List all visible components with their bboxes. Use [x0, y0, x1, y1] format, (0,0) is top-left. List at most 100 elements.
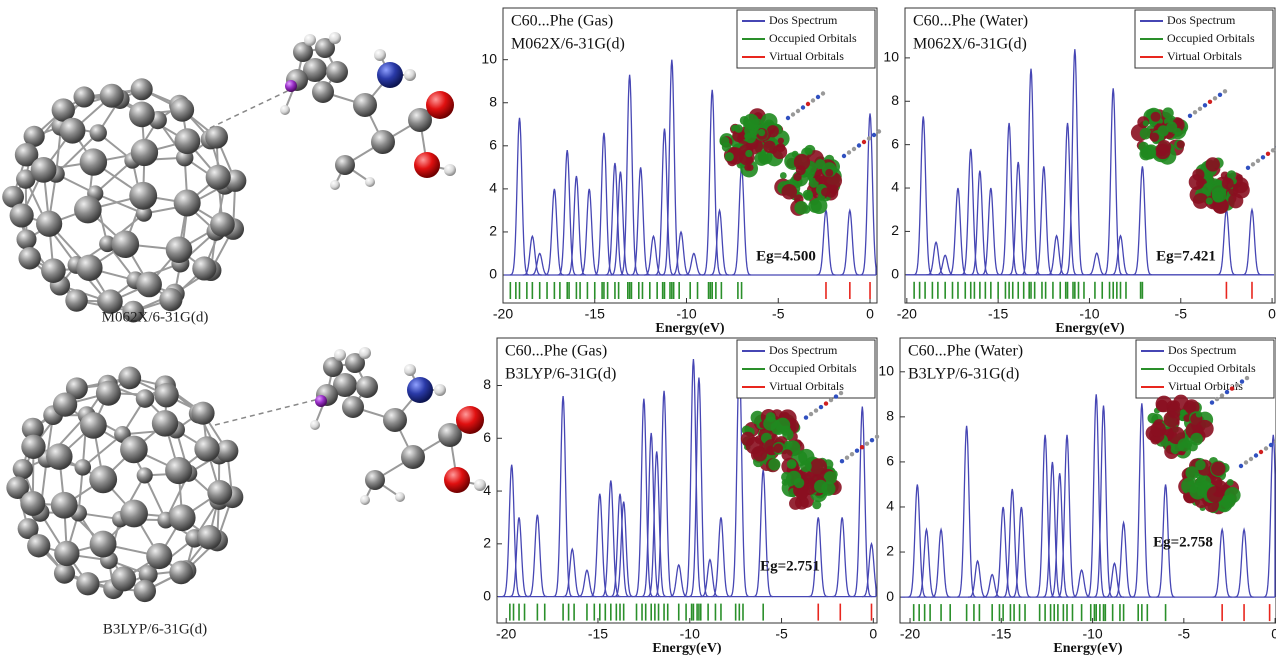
x-tick-label: -15	[588, 626, 608, 642]
orbital-lobe	[1207, 486, 1224, 503]
atom	[65, 289, 88, 312]
atom	[304, 34, 316, 46]
orbital-lobe	[1139, 148, 1151, 160]
atom	[1230, 386, 1234, 390]
y-tick-label: 8	[489, 93, 497, 109]
atom	[312, 81, 334, 103]
atom	[1245, 376, 1249, 380]
atom	[137, 467, 153, 483]
figure: M062X/6-31G(d) B3LYP/6-31G(d) -20-15-10-…	[0, 0, 1276, 658]
atom	[16, 229, 36, 249]
atom	[1266, 152, 1270, 156]
legend-label: Occupied Orbitals	[769, 31, 857, 45]
atom	[1240, 379, 1244, 383]
orbital-lobe	[1163, 411, 1179, 427]
atom	[51, 492, 78, 519]
atom	[13, 459, 33, 479]
chart-title: C60...Phe (Gas)	[511, 13, 613, 30]
orbital-lobe	[744, 164, 751, 171]
atom	[207, 480, 232, 505]
atom	[444, 164, 456, 176]
atom	[850, 452, 854, 456]
atom	[136, 272, 162, 298]
atom	[191, 402, 214, 425]
atom	[74, 196, 102, 224]
orbital-lobe	[1196, 411, 1202, 417]
y-tick-label: 6	[489, 137, 497, 153]
y-tick-label: 2	[489, 223, 497, 239]
orbital-lobe	[1178, 438, 1191, 451]
atom	[76, 255, 102, 281]
orbital-lobe	[811, 197, 828, 214]
orbital-lobe	[1157, 140, 1171, 154]
atom	[426, 91, 454, 119]
legend-label: Dos Spectrum	[769, 343, 838, 357]
atom	[404, 364, 416, 376]
atom	[360, 495, 370, 505]
y-tick-label: 0	[891, 266, 899, 282]
orbital-lobe	[812, 500, 821, 509]
atom	[877, 129, 881, 133]
atom	[1223, 89, 1227, 93]
orbital-lobe	[719, 136, 729, 146]
page: {"molecule_labels": ["M062X/6-31G(d)", "…	[0, 0, 1276, 658]
x-tick-label: -5	[772, 306, 785, 322]
x-tick-label: -20	[496, 626, 516, 642]
atom	[36, 211, 62, 237]
y-tick-label: 8	[891, 92, 899, 108]
x-tick-label: -15	[585, 306, 605, 322]
x-axis-label: Energy(eV)	[1055, 321, 1125, 336]
orbital-lobe	[776, 143, 785, 152]
orbital-lobe	[1185, 401, 1197, 413]
orbital-lobe	[768, 458, 780, 470]
orbital-lobe	[1206, 197, 1213, 204]
orbital-lobe	[1228, 193, 1243, 208]
atom	[1246, 166, 1250, 170]
atom	[27, 534, 50, 557]
y-tick-label: 0	[886, 588, 894, 604]
orbital-lobe	[1170, 400, 1180, 410]
atom	[342, 396, 364, 418]
atom	[401, 445, 425, 469]
orbital-lobe	[743, 114, 759, 130]
atom	[1256, 159, 1260, 163]
atom	[90, 124, 107, 141]
atom	[20, 491, 45, 516]
atom	[194, 436, 219, 461]
x-tick-label: -20	[493, 306, 513, 322]
atom	[210, 212, 235, 237]
y-tick-label: 6	[483, 429, 491, 445]
orbital-lobe	[794, 201, 808, 215]
orbital-lobe	[745, 132, 756, 143]
x-tick-label: 0	[1271, 626, 1276, 642]
atom	[146, 543, 172, 569]
atom	[809, 412, 813, 416]
atom	[862, 140, 866, 144]
y-tick-label: 6	[886, 453, 894, 469]
atom	[1193, 110, 1197, 114]
atom	[1239, 464, 1243, 468]
orbital-lobe	[766, 446, 775, 455]
orbital-lobe	[1224, 487, 1240, 503]
atom	[80, 412, 107, 439]
y-tick-label: 8	[483, 376, 491, 392]
atom	[170, 98, 194, 122]
atom	[206, 165, 231, 190]
orbital-lobe	[1185, 466, 1198, 479]
annotation: Eg=2.751	[760, 558, 820, 574]
atom	[335, 155, 355, 175]
atom	[1251, 162, 1255, 166]
orbital-lobe	[778, 138, 784, 144]
orbital-lobe	[1143, 120, 1149, 126]
atom	[1244, 460, 1248, 464]
legend-label: Occupied Orbitals	[1168, 361, 1256, 375]
atom	[205, 126, 228, 149]
x-tick-label: -15	[991, 626, 1011, 642]
atom	[865, 442, 869, 446]
molecule-images	[2, 32, 486, 602]
atom	[374, 49, 386, 61]
atom	[18, 247, 40, 269]
orbital-lobe	[1206, 157, 1220, 171]
orbital-lobe	[825, 169, 833, 177]
atom	[80, 148, 107, 175]
